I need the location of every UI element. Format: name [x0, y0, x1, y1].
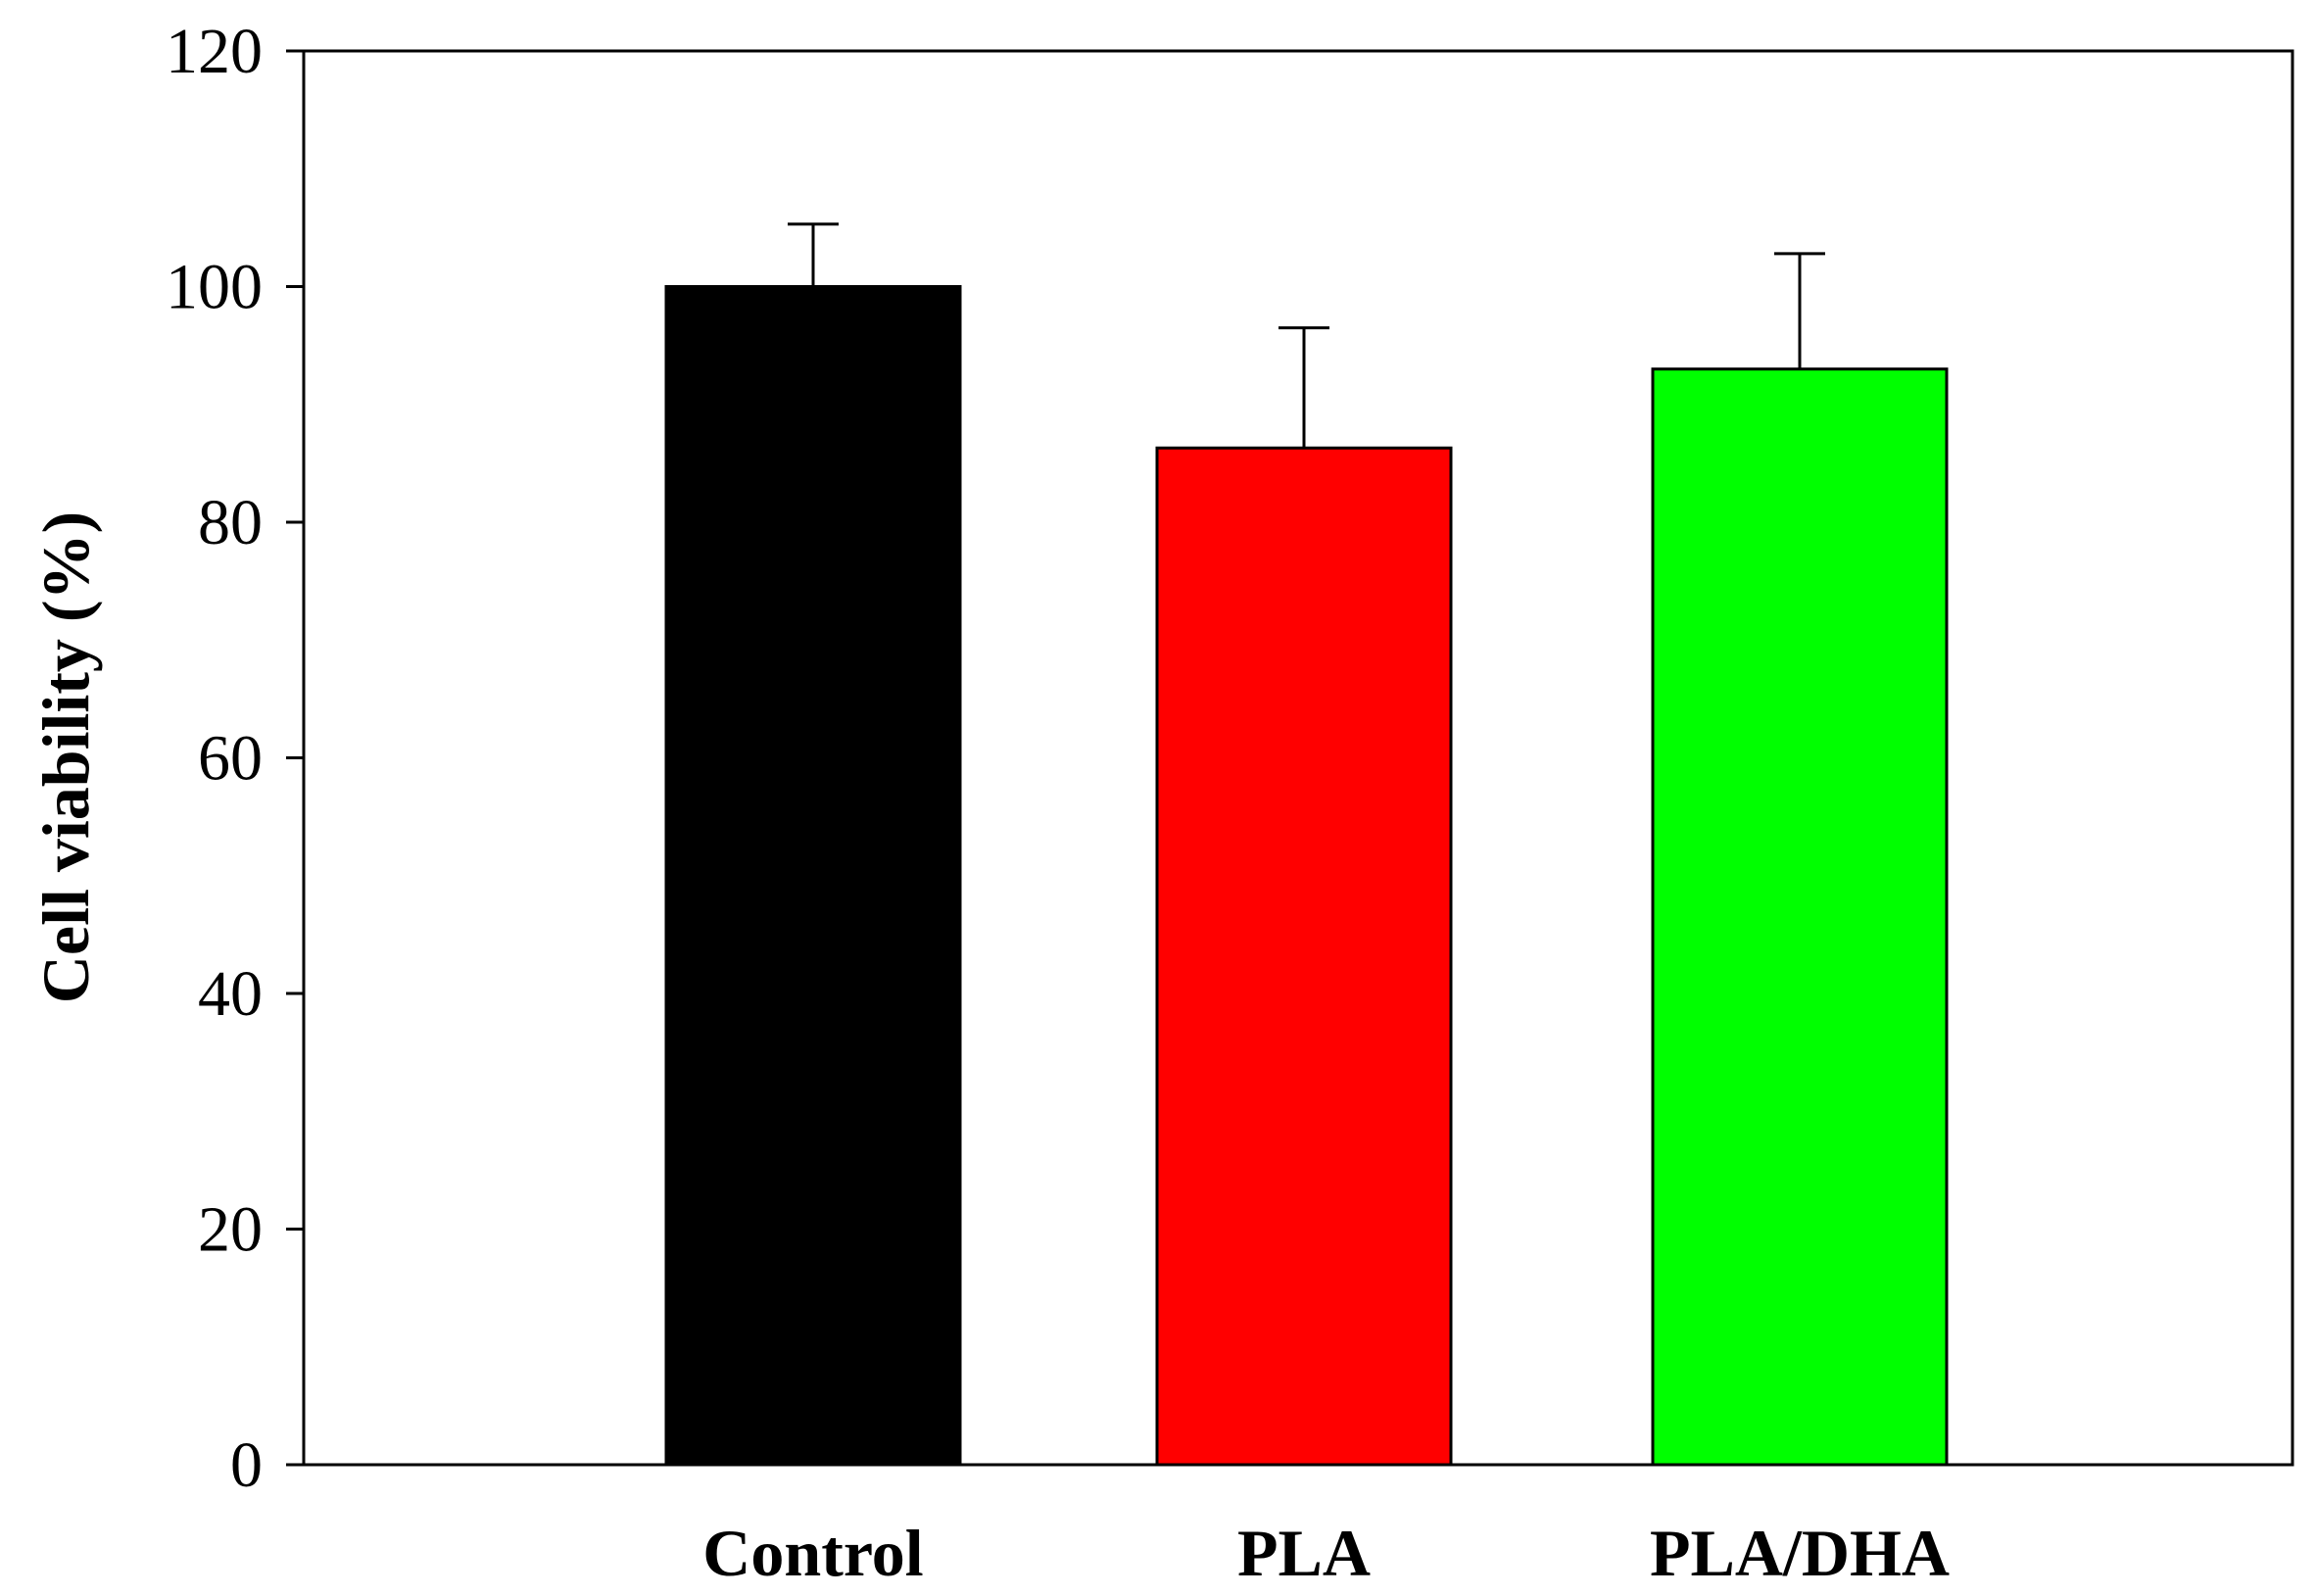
y-tick-label: 0 [230, 1429, 263, 1501]
bar-pla-dha [1651, 367, 1949, 1467]
y-tick-label: 80 [198, 487, 263, 558]
y-axis-title: Cell viability (%) [28, 511, 103, 1003]
x-category-label: Control [702, 1516, 923, 1590]
bar-pla [1155, 446, 1453, 1467]
y-tick-label: 20 [198, 1194, 263, 1266]
x-category-label: PLA/DHA [1650, 1516, 1950, 1590]
y-tick-label: 100 [166, 252, 263, 323]
bars-group [664, 222, 1949, 1467]
x-axis-labels: Control PLA PLA/DHA [702, 1516, 1950, 1590]
x-category-label: PLA [1237, 1516, 1371, 1590]
y-tick-label: 60 [198, 723, 263, 795]
bar-control [664, 285, 962, 1467]
y-tick-label: 120 [166, 16, 263, 87]
y-tick-label: 40 [198, 958, 263, 1030]
y-axis-ticks: 0 20 40 60 80 100 120 [166, 16, 304, 1501]
